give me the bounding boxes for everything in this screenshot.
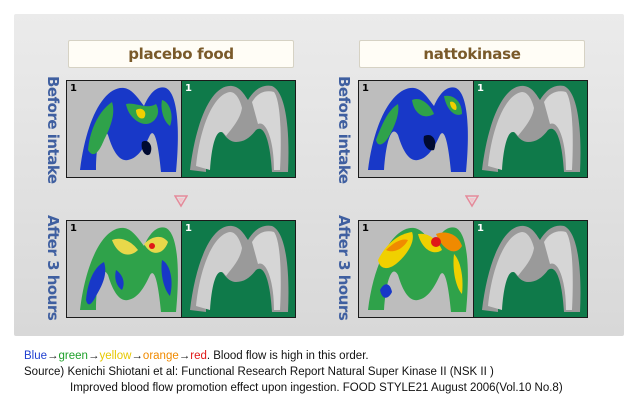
row-label-before-right: Before intake: [335, 76, 353, 184]
svg-text:1: 1: [185, 83, 192, 94]
nattokinase-before-image: 1 1: [358, 80, 588, 178]
row-label-after-left: After 3 hours: [44, 215, 62, 321]
svg-text:1: 1: [477, 223, 484, 234]
down-arrow-icon: [465, 195, 479, 208]
row-label-after-right: After 3 hours: [335, 215, 353, 321]
legend-yellow: yellow: [99, 350, 132, 362]
svg-text:1: 1: [362, 83, 369, 94]
header-placebo: placebo food: [68, 40, 294, 68]
nattokinase-after-image: 1 1: [358, 220, 588, 318]
source-line-2: Improved blood flow promotion effect upo…: [70, 382, 563, 394]
svg-text:1: 1: [185, 223, 192, 234]
svg-text:1: 1: [70, 223, 77, 234]
header-nattokinase: nattokinase: [359, 40, 585, 68]
down-arrow-icon: [174, 195, 188, 208]
legend-orange: orange: [142, 350, 179, 362]
svg-text:1: 1: [362, 223, 369, 234]
source-line-1: Source) Kenichi Shiotani et al: Function…: [24, 366, 494, 378]
placebo-after-image: 1 1: [66, 220, 296, 318]
legend-red: red: [190, 350, 207, 362]
row-label-before-left: Before intake: [44, 76, 62, 184]
svg-text:1: 1: [70, 83, 77, 94]
legend-green: green: [58, 350, 88, 362]
legend-blue: Blue: [24, 350, 48, 362]
svg-text:1: 1: [477, 83, 484, 94]
legend-description: . Blood flow is high in this order.: [206, 350, 369, 362]
placebo-before-image: 1 1: [66, 80, 296, 178]
color-legend: Blue→green→yellow→orange→red. Blood flow…: [24, 350, 369, 362]
